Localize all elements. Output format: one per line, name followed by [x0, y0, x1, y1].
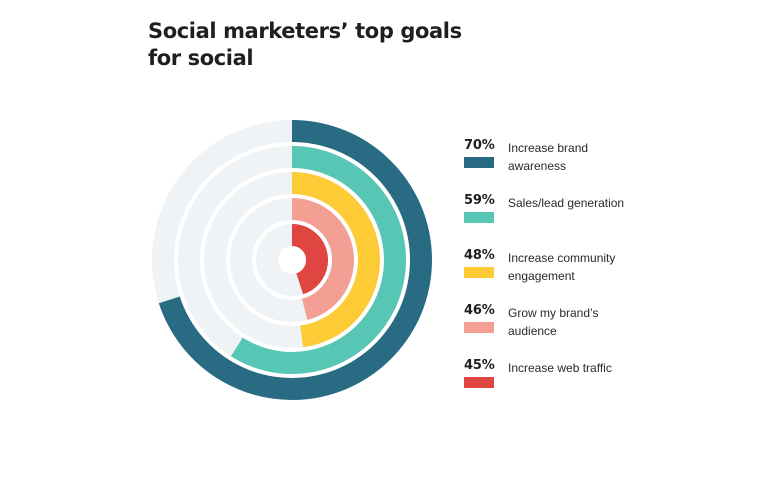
legend-label: Increase brand awareness [508, 141, 589, 173]
legend-swatch [464, 157, 494, 168]
chart-title: Social marketers’ top goals for social [148, 19, 462, 70]
ring-bar [291, 172, 380, 348]
legend-value: 59% [464, 193, 495, 208]
ring-bar [230, 146, 406, 374]
legend-label: Increase web traffic [508, 361, 612, 375]
legend-item: 48% Increase community engagement [464, 248, 764, 294]
legend-item: 45% Increase web traffic [464, 358, 764, 404]
ring-bar [158, 120, 432, 400]
legend-value: 48% [464, 248, 495, 263]
legend-label: Grow my brand’s audience [508, 306, 599, 338]
radial-bar-chart [152, 120, 432, 400]
legend-label: Sales/lead generation [508, 196, 625, 210]
ring-bar [291, 198, 354, 321]
legend-item: 70% Increase brand awareness [464, 138, 764, 184]
legend-swatch [464, 377, 494, 388]
legend-item: 59% Sales/lead generation [464, 193, 764, 239]
legend-value: 70% [464, 138, 495, 153]
legend-value: 45% [464, 358, 495, 373]
legend-label: Increase community engagement [508, 251, 616, 283]
legend-swatch [464, 267, 494, 278]
legend-swatch [464, 322, 494, 333]
legend-swatch [464, 212, 494, 223]
legend-value: 46% [464, 303, 495, 318]
legend-item: 46% Grow my brand’s audience [464, 303, 764, 349]
ring-bar [291, 224, 328, 295]
